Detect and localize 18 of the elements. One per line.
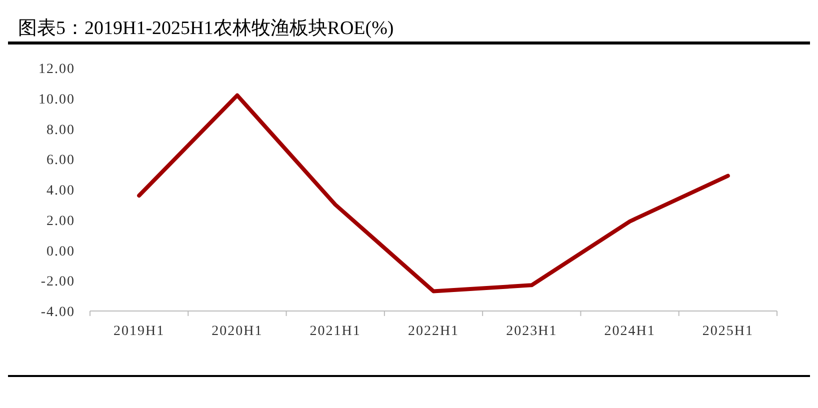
- x-tick-label: 2025H1: [702, 324, 754, 339]
- x-tick-label: 2022H1: [408, 324, 460, 339]
- y-tick-label: 12.00: [38, 62, 75, 77]
- y-tick-label: 0.00: [46, 244, 75, 260]
- y-tick-label: 10.00: [38, 92, 75, 108]
- y-tick-label: 8.00: [46, 122, 75, 138]
- y-tick-label: 6.00: [46, 153, 75, 168]
- line-series: [137, 93, 730, 294]
- x-tick-label: 2020H1: [212, 324, 263, 339]
- y-tick-label: -2.00: [40, 274, 75, 290]
- y-tick-label: -4.00: [40, 305, 75, 320]
- x-tick-label: 2019H1: [114, 324, 165, 339]
- x-tick-label: 2023H1: [506, 324, 558, 339]
- x-tick-label: 2024H1: [604, 324, 656, 339]
- chart-title: 图表5：2019H1-2025H1农林牧渔板块ROE(%): [18, 18, 394, 39]
- y-tick-label: 2.00: [46, 214, 75, 229]
- y-tick-label: 4.00: [46, 184, 75, 198]
- x-tick-label: 2021H1: [310, 324, 361, 339]
